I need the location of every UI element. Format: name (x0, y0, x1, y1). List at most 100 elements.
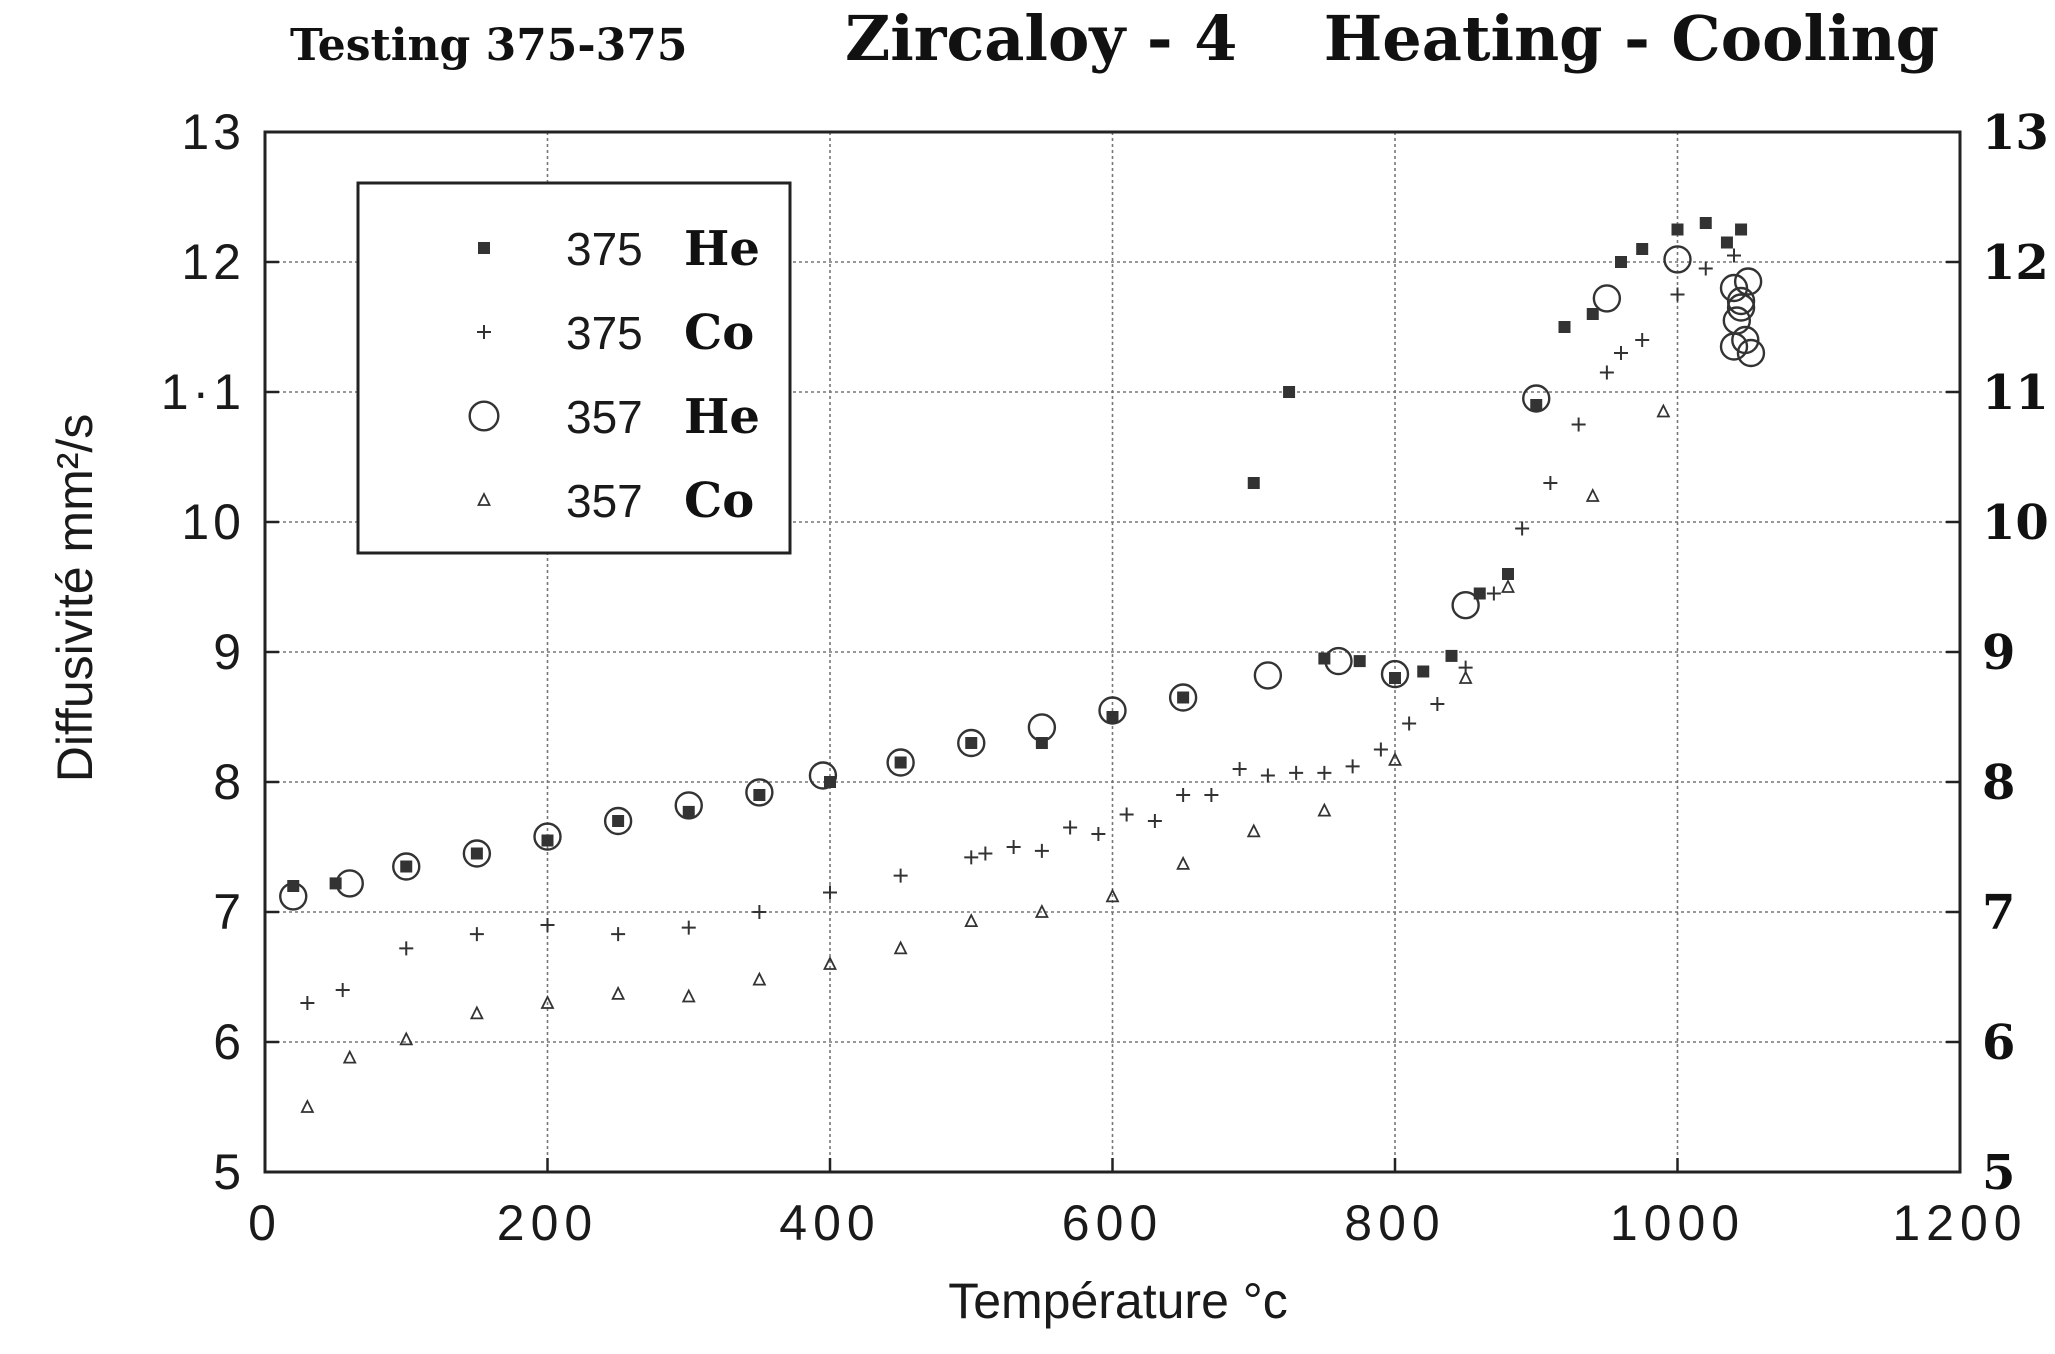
data-point (1726, 293, 1756, 322)
data-point (681, 988, 696, 1003)
data-point (957, 728, 986, 758)
y-tick-label-left: 9 (213, 624, 245, 680)
data-point (1663, 245, 1692, 274)
y-tick-label-right: 11 (1982, 365, 2049, 421)
data-point (964, 850, 979, 865)
data-point (1430, 697, 1445, 711)
data-point (1586, 308, 1599, 320)
data-point (1670, 287, 1685, 302)
data-point (335, 983, 350, 997)
data-point (1380, 659, 1410, 689)
data-point (1445, 649, 1458, 662)
data-point (1720, 236, 1733, 249)
data-point (964, 913, 979, 927)
legend-box (356, 181, 792, 555)
data-point (1147, 814, 1162, 828)
data-point (1106, 711, 1119, 723)
data-point (1530, 399, 1543, 411)
x-tick-label: 600 (1062, 1195, 1163, 1251)
y-tick-label-left: 12 (181, 234, 245, 290)
data-point (1353, 655, 1366, 668)
legend-number: 357 (566, 391, 643, 443)
legend-number: 357 (566, 475, 643, 527)
data-point (611, 927, 626, 942)
data-point (1635, 333, 1650, 347)
y-tick-label-right: 9 (1982, 625, 2015, 681)
data-point (541, 834, 554, 847)
legend-marker (477, 325, 491, 339)
data-point (1246, 823, 1261, 838)
legend-number: 375 (566, 307, 643, 359)
data-point (462, 839, 492, 868)
data-point (1522, 384, 1551, 413)
legend-marker (468, 400, 500, 432)
legend-marker (477, 491, 491, 506)
data-point (1656, 403, 1671, 418)
legend-gas: Co (684, 473, 754, 529)
data-point (823, 885, 837, 900)
y-tick-label-left: 10 (181, 494, 245, 550)
data-point (1417, 665, 1430, 678)
data-point (1451, 591, 1480, 620)
data-point (681, 920, 696, 935)
chart-title: Zircaloy - 4 Heating - Cooling (845, 2, 1939, 75)
data-point (1599, 365, 1614, 380)
x-tick-label: 400 (779, 1195, 880, 1251)
data-point (1502, 568, 1514, 580)
data-point (893, 868, 908, 883)
grid (265, 132, 1960, 1172)
y-tick-label-right: 6 (1982, 1015, 2015, 1071)
data-point (469, 1005, 484, 1020)
data-point (1176, 788, 1191, 802)
data-points (279, 217, 1766, 1113)
data-point (1614, 346, 1628, 360)
x-axis-label: Température °c (948, 1273, 1288, 1329)
data-point (540, 918, 555, 932)
data-point (1388, 751, 1402, 766)
data-point (1006, 840, 1021, 854)
y-axis-label: Diffusivité mm²/s (47, 414, 103, 783)
y-tick-label-right: 7 (1982, 885, 2015, 941)
y-tick-label-left: 1·1 (161, 364, 245, 420)
data-point (1324, 646, 1353, 676)
series-3 (300, 403, 1671, 1113)
legend-gas: Co (684, 305, 754, 361)
data-point (469, 927, 484, 942)
legend-gas: He (684, 389, 760, 445)
data-point (753, 789, 766, 801)
legend-gas: He (684, 221, 760, 277)
legend-number: 375 (566, 223, 643, 275)
data-point (894, 756, 907, 769)
data-point (533, 822, 562, 851)
data-point (335, 869, 364, 898)
data-point (1373, 742, 1388, 757)
data-point (1727, 248, 1741, 263)
data-point (1091, 827, 1106, 841)
data-point (399, 1031, 414, 1046)
data-point (1671, 223, 1684, 236)
data-point (1119, 807, 1134, 822)
y-tick-label-right: 13 (1982, 105, 2049, 161)
data-point (1034, 843, 1049, 858)
data-point (540, 994, 555, 1009)
y-tick-label-right: 12 (1982, 235, 2049, 291)
data-point (1615, 256, 1627, 268)
data-point (808, 761, 838, 790)
x-tick-label: 200 (497, 1195, 598, 1251)
data-point (1458, 669, 1473, 684)
legend-marker (478, 242, 490, 254)
data-point (1034, 903, 1049, 918)
data-point (1698, 261, 1713, 276)
data-point (682, 805, 695, 818)
series-0 (287, 217, 1748, 892)
y-tick-label-left: 5 (213, 1144, 245, 1200)
data-point (1168, 683, 1198, 712)
data-point (1283, 386, 1296, 398)
data-point (1592, 284, 1622, 313)
data-point (342, 1049, 357, 1064)
data-point (745, 778, 774, 807)
data-point (287, 880, 300, 892)
data-point (1402, 716, 1417, 731)
